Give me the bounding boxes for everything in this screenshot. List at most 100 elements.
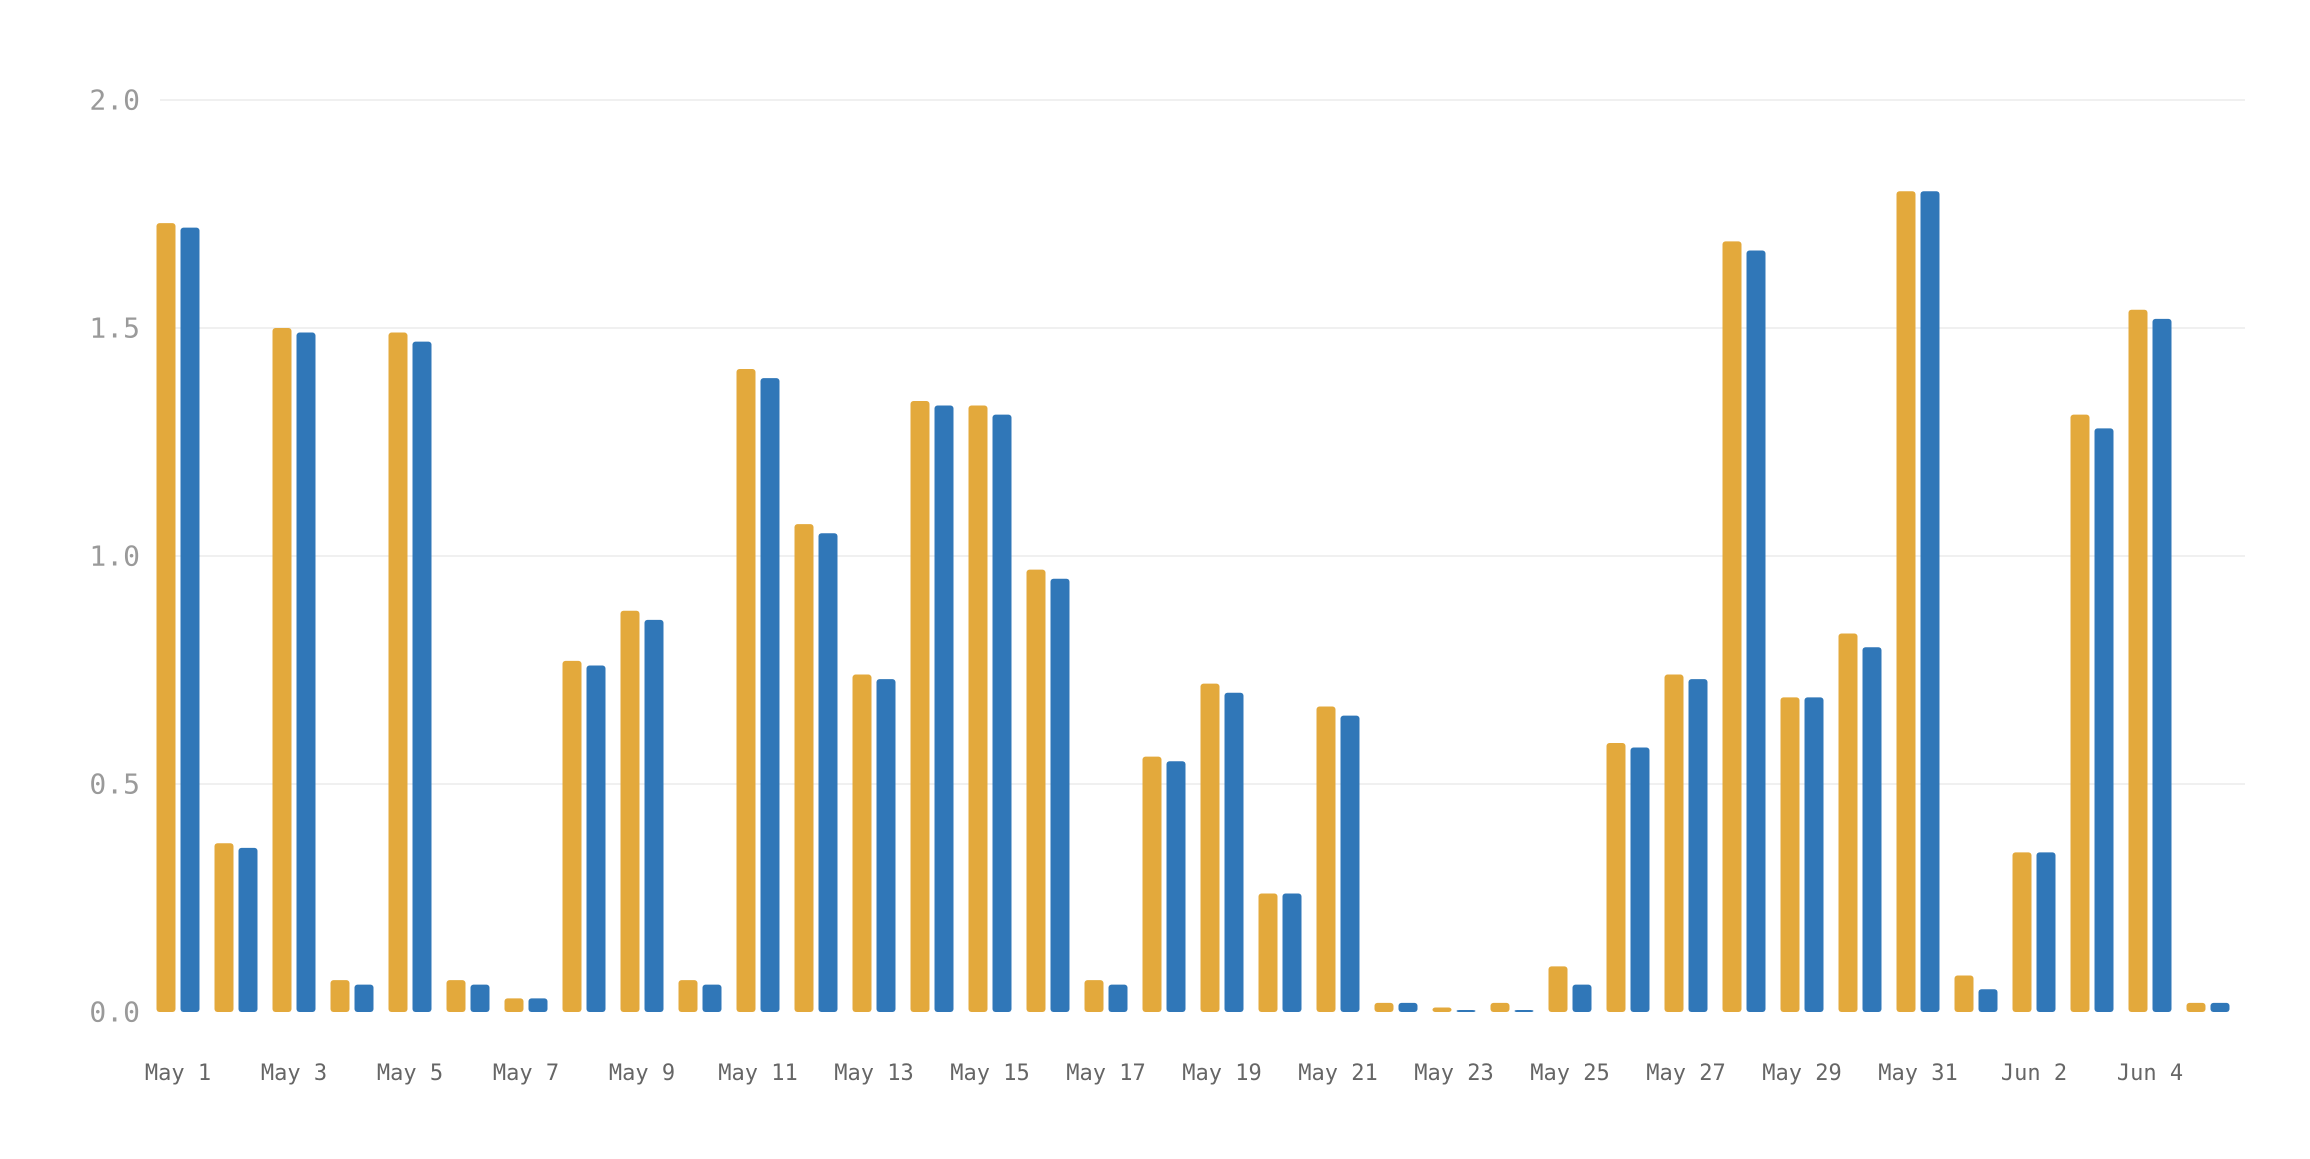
y-axis-ticks: 0.0 0.5 1.0 1.5 2.0 bbox=[89, 84, 140, 1029]
bar-series1-jun-2 bbox=[2012, 852, 2032, 1012]
x-tick-label: May 1 bbox=[145, 1061, 211, 1086]
bar-series2-jun-5 bbox=[2210, 1002, 2230, 1012]
bar-series1-may-15 bbox=[968, 405, 988, 1012]
bar-series1-may-8 bbox=[562, 660, 582, 1012]
bar-series1-may-5 bbox=[388, 332, 408, 1012]
y-tick-label: 0.5 bbox=[89, 768, 140, 801]
x-tick-label: May 9 bbox=[609, 1061, 675, 1086]
x-tick-label: May 7 bbox=[493, 1061, 559, 1086]
bar-series1-may-30 bbox=[1838, 633, 1858, 1012]
bar-series2-may-4 bbox=[354, 984, 374, 1012]
bar-series2-may-11 bbox=[760, 378, 780, 1012]
x-axis-ticks: May 1 May 3 May 5 May 7 May 9 May 11 May 13 May… bbox=[145, 1061, 2183, 1086]
bar-series1-may-14 bbox=[910, 400, 930, 1013]
bar-series1-may-11 bbox=[736, 369, 756, 1012]
bar-series1-may-12 bbox=[794, 524, 814, 1012]
bar-series1-may-19 bbox=[1200, 683, 1220, 1012]
bar-series2-may-9 bbox=[644, 619, 664, 1012]
x-tick-label: May 27 bbox=[1646, 1061, 1725, 1086]
bar-series1-may-10 bbox=[678, 980, 698, 1012]
x-tick-label: May 13 bbox=[834, 1061, 913, 1086]
x-tick-label: May 11 bbox=[718, 1061, 797, 1086]
bar-series2-may-2 bbox=[238, 847, 258, 1012]
bar-series1-may-23 bbox=[1432, 1007, 1452, 1012]
bar-series2-may-16 bbox=[1050, 578, 1070, 1012]
bar-series1-may-26 bbox=[1606, 742, 1626, 1012]
bar-series1-may-20 bbox=[1258, 893, 1278, 1012]
bar-series2-may-20 bbox=[1282, 893, 1302, 1012]
bar-series2-may-26 bbox=[1630, 747, 1650, 1012]
bar-series2-may-30 bbox=[1862, 647, 1882, 1012]
bar-series1-may-21 bbox=[1316, 706, 1336, 1012]
bar-series2-may-31 bbox=[1920, 191, 1940, 1012]
bar-series1-may-2 bbox=[214, 843, 234, 1012]
bar-series1-jun-1 bbox=[1954, 975, 1974, 1012]
bar-series2-may-12 bbox=[818, 533, 838, 1012]
bar-series1-may-13 bbox=[852, 674, 872, 1012]
bar-series1-may-18 bbox=[1142, 756, 1162, 1012]
bar-series2-may-15 bbox=[992, 414, 1012, 1012]
bar-series2-jun-4 bbox=[2152, 318, 2172, 1012]
bar-series1-jun-5 bbox=[2186, 1002, 2206, 1012]
bar-series1-may-9 bbox=[620, 610, 640, 1012]
bar-series2-may-18 bbox=[1166, 761, 1186, 1012]
bar-series1-may-3 bbox=[272, 328, 292, 1012]
bar-series1-may-7 bbox=[504, 998, 524, 1012]
bar-series2-may-13 bbox=[876, 679, 896, 1012]
y-tick-label: 2.0 bbox=[89, 84, 140, 117]
x-tick-label: May 15 bbox=[950, 1061, 1029, 1086]
bar-series2-jun-1 bbox=[1978, 989, 1998, 1012]
bar-series2-jun-2 bbox=[2036, 852, 2056, 1012]
y-tick-label: 1.0 bbox=[89, 540, 140, 573]
bar-series1-may-17 bbox=[1084, 980, 1104, 1012]
bars bbox=[156, 191, 2230, 1013]
x-tick-label: May 21 bbox=[1298, 1061, 1377, 1086]
x-tick-label: May 29 bbox=[1762, 1061, 1841, 1086]
bar-series2-may-19 bbox=[1224, 692, 1244, 1012]
x-tick-label: May 5 bbox=[377, 1061, 443, 1086]
bar-series2-jun-3 bbox=[2094, 428, 2114, 1012]
bar-series1-may-27 bbox=[1664, 674, 1684, 1012]
y-tick-label: 0.0 bbox=[89, 996, 140, 1029]
bar-series2-may-8 bbox=[586, 665, 606, 1012]
bar-series2-may-10 bbox=[702, 984, 722, 1012]
bar-series2-may-22 bbox=[1398, 1002, 1418, 1012]
x-tick-label: Jun 4 bbox=[2117, 1061, 2183, 1086]
x-tick-label: May 17 bbox=[1066, 1061, 1145, 1086]
bar-series2-may-1 bbox=[180, 227, 200, 1012]
bar-series1-may-31 bbox=[1896, 191, 1916, 1012]
bar-series2-may-27 bbox=[1688, 679, 1708, 1012]
bar-series2-may-6 bbox=[470, 984, 490, 1012]
bar-series2-may-17 bbox=[1108, 984, 1128, 1012]
bar-series2-may-25 bbox=[1572, 984, 1592, 1012]
bar-series1-may-22 bbox=[1374, 1002, 1394, 1012]
y-tick-label: 1.5 bbox=[89, 312, 140, 345]
x-tick-label: May 31 bbox=[1878, 1061, 1957, 1086]
bar-series2-may-7 bbox=[528, 998, 548, 1012]
bar-series1-jun-3 bbox=[2070, 414, 2090, 1012]
bar-series1-may-4 bbox=[330, 980, 350, 1012]
bar-series2-may-23 bbox=[1456, 1010, 1476, 1012]
bar-series2-may-14 bbox=[934, 405, 954, 1012]
bar-series2-may-28 bbox=[1746, 250, 1766, 1013]
bar-series2-may-24 bbox=[1514, 1010, 1534, 1012]
bar-series1-may-28 bbox=[1722, 241, 1742, 1013]
x-tick-label: May 3 bbox=[261, 1061, 327, 1086]
bar-series1-may-16 bbox=[1026, 569, 1046, 1012]
bar-series2-may-5 bbox=[412, 341, 432, 1012]
bar-series1-may-25 bbox=[1548, 966, 1568, 1012]
x-tick-label: May 23 bbox=[1414, 1061, 1493, 1086]
bar-series1-may-1 bbox=[156, 223, 176, 1012]
bar-series2-may-29 bbox=[1804, 697, 1824, 1012]
bar-series1-jun-4 bbox=[2128, 309, 2148, 1012]
x-tick-label: Jun 2 bbox=[2001, 1061, 2067, 1086]
bar-series2-may-3 bbox=[296, 332, 316, 1012]
bar-series1-may-29 bbox=[1780, 697, 1800, 1012]
x-tick-label: May 19 bbox=[1182, 1061, 1261, 1086]
bar-series1-may-6 bbox=[446, 980, 466, 1012]
x-tick-label: May 25 bbox=[1530, 1061, 1609, 1086]
bar-series1-may-24 bbox=[1490, 1002, 1510, 1012]
bar-series2-may-21 bbox=[1340, 715, 1360, 1012]
